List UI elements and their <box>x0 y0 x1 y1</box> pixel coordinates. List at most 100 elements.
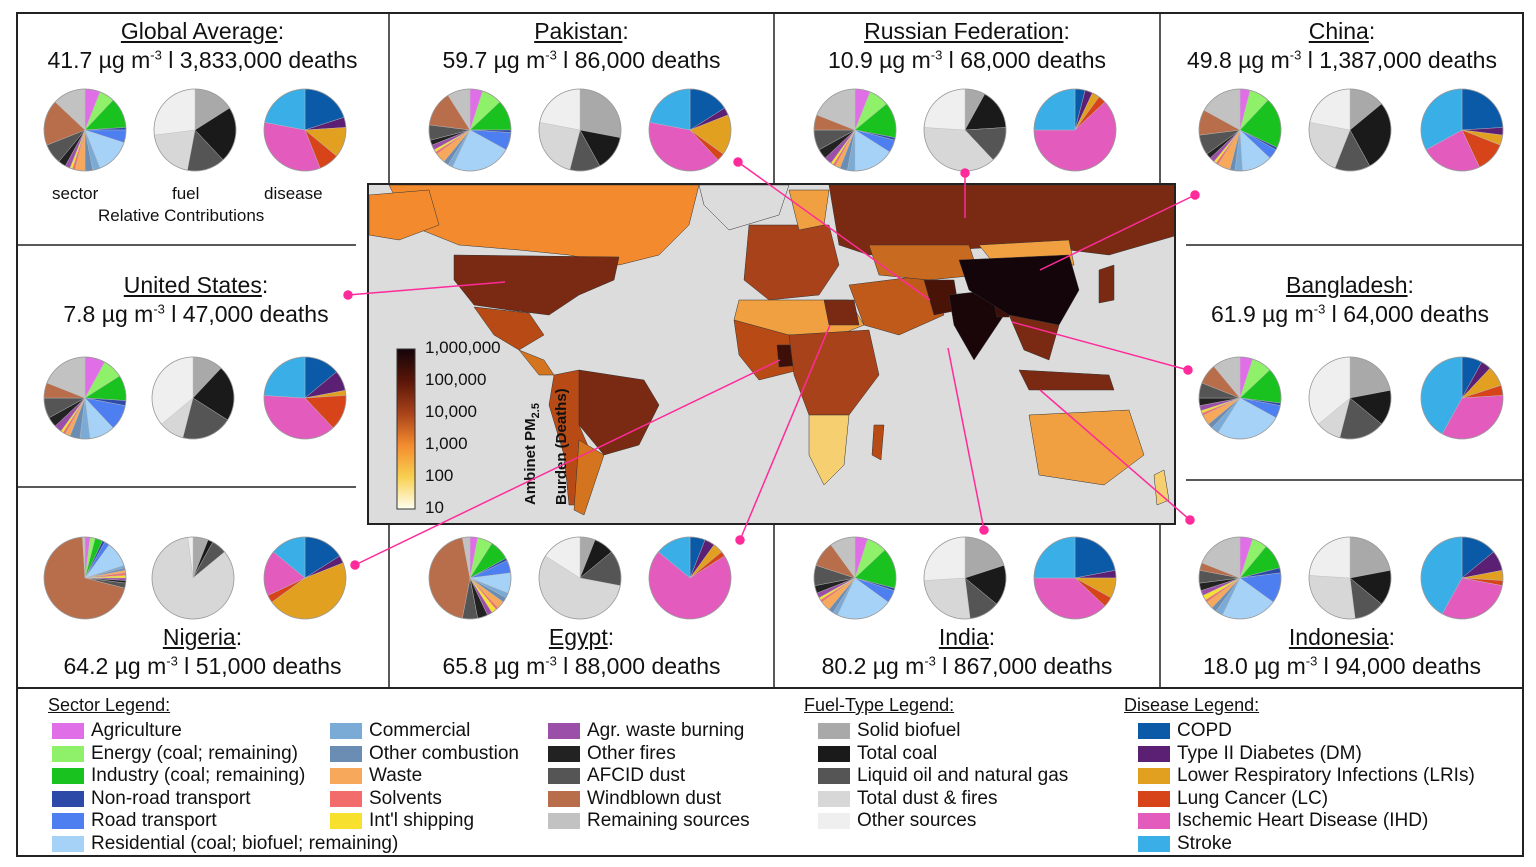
country-name: Bangladesh <box>1286 272 1408 298</box>
legend-label: Other combustion <box>369 743 519 764</box>
legend-swatch <box>52 791 84 807</box>
panel-russia: Russian Federation: 10.9 µg m-3 l 68,000… <box>774 18 1160 74</box>
panel-stats: 80.2 µg m-3 l 867,000 deaths <box>821 653 1113 679</box>
sector-legend-item: Energy (coal; remaining) <box>52 743 298 765</box>
legend-swatch <box>548 813 580 829</box>
region-mexico <box>473 306 545 351</box>
panel-stats: 59.7 µg m-3 l 86,000 deaths <box>442 47 721 73</box>
legend-label: Liquid oil and natural gas <box>857 765 1069 786</box>
region-alaska <box>369 189 440 241</box>
fuel-legend-item: Total dust & fires <box>818 788 997 810</box>
country-name: Egypt <box>548 624 608 650</box>
panel-stats: 65.8 µg m-3 l 88,000 deaths <box>442 653 721 679</box>
region-central-africa <box>788 329 880 416</box>
region-greenland <box>698 185 790 231</box>
sector-legend-item: Commercial <box>330 720 470 742</box>
legend-swatch <box>548 746 580 762</box>
disease-legend-title: Disease Legend: <box>1124 695 1260 715</box>
country-name: Nigeria <box>162 624 236 650</box>
colorbar-tick: 1,000 <box>425 434 468 453</box>
legend-swatch <box>330 791 362 807</box>
region-brazil <box>578 369 660 456</box>
legend-label: Windblown dust <box>587 788 722 809</box>
region-argentina <box>573 439 605 516</box>
panel-global: Global Average: 41.7 µg m-3 l 3,833,000 … <box>16 18 389 74</box>
legend-swatch <box>52 746 84 762</box>
panel-stats: 41.7 µg m-3 l 3,833,000 deaths <box>47 47 358 73</box>
legend-swatch <box>1138 768 1170 784</box>
disease-legend-item: COPD <box>1138 720 1232 742</box>
legend-swatch <box>818 746 850 762</box>
disease-legend-item: Lung Cancer (LC) <box>1138 788 1328 810</box>
legend-label: Stroke <box>1177 833 1232 854</box>
legend-label: Solvents <box>369 788 442 809</box>
region-indonesia <box>1018 369 1115 391</box>
colorbar-tick: 100,000 <box>425 370 487 389</box>
panel-nigeria: Nigeria: 64.2 µg m-3 l 51,000 deaths <box>16 624 389 680</box>
region-usa <box>453 254 620 316</box>
sector-legend-item: Non-road transport <box>52 788 250 810</box>
legend-label: Other fires <box>587 743 676 764</box>
legend-label: Road transport <box>91 810 217 831</box>
legend-swatch <box>52 836 84 852</box>
fuel-legend-item: Other sources <box>818 810 976 832</box>
legend-swatch <box>330 746 362 762</box>
sector-legend-item: Int'l shipping <box>330 810 474 832</box>
country-name: Indonesia <box>1288 624 1389 650</box>
legend-label: Type II Diabetes (DM) <box>1177 743 1362 764</box>
country-name: Pakistan <box>534 18 623 44</box>
region-south-africa <box>808 414 850 486</box>
panel-stats: 7.8 µg m-3 l 47,000 deaths <box>63 301 329 327</box>
panel-stats: 18.0 µg m-3 l 94,000 deaths <box>1202 653 1481 679</box>
panel-indonesia: Indonesia: 18.0 µg m-3 l 94,000 deaths <box>1160 624 1524 680</box>
legend-swatch <box>818 813 850 829</box>
legend-swatch <box>52 768 84 784</box>
disease-legend-item: Lower Respiratory Infections (LRIs) <box>1138 765 1475 787</box>
legend-label: Ischemic Heart Disease (IHD) <box>1177 810 1429 831</box>
country-name: Russian Federation <box>864 18 1064 44</box>
panel-egypt: Egypt: 65.8 µg m-3 l 88,000 deaths <box>389 624 774 680</box>
sector-legend-item: Remaining sources <box>548 810 750 832</box>
legend-label: Industry (coal; remaining) <box>91 765 306 786</box>
panel-stats: 10.9 µg m-3 l 68,000 deaths <box>827 47 1106 73</box>
sector-legend-item: Waste <box>330 765 422 787</box>
fuel-legend-item: Total coal <box>818 743 937 765</box>
disease-legend-item: Stroke <box>1138 833 1232 855</box>
caption-disease: disease <box>264 184 323 203</box>
sector-legend-item: Windblown dust <box>548 788 721 810</box>
legend-swatch <box>818 791 850 807</box>
legend-swatch <box>330 768 362 784</box>
legend-label: Remaining sources <box>587 810 750 831</box>
colorbar-label: Ambinet PM2.5 Burden (Deaths) <box>522 388 570 505</box>
disease-legend-item: Ischemic Heart Disease (IHD) <box>1138 810 1428 832</box>
colorbar-tick: 10 <box>425 498 444 517</box>
sector-legend-item: Other fires <box>548 743 676 765</box>
panel-china: China: 49.8 µg m-3 l 1,387,000 deaths <box>1160 18 1524 74</box>
legend-swatch <box>1138 791 1170 807</box>
legend-label: Waste <box>369 765 423 786</box>
sector-legend-item: Industry (coal; remaining) <box>52 765 305 787</box>
legend-swatch <box>1138 723 1170 739</box>
sector-legend-item: Other combustion <box>330 743 519 765</box>
region-europe <box>743 224 840 301</box>
sector-legend-item: Solvents <box>330 788 442 810</box>
region-new-zealand <box>1153 469 1170 506</box>
legend-swatch <box>1138 746 1170 762</box>
region-egypt <box>823 299 860 326</box>
figure-frame <box>16 12 1524 857</box>
legend-label: Other sources <box>857 810 977 831</box>
panel-stats: 64.2 µg m-3 l 51,000 deaths <box>63 653 342 679</box>
panel-pakistan: Pakistan: 59.7 µg m-3 l 86,000 deaths <box>389 18 774 74</box>
legend-label: Total coal <box>857 743 938 764</box>
legend-label: Agriculture <box>91 720 182 741</box>
region-australia <box>1028 409 1145 486</box>
caption-sector: sector <box>52 184 99 203</box>
legend-label: AFCID dust <box>587 765 686 786</box>
country-name: China <box>1308 18 1369 44</box>
caption-fuel: fuel <box>172 184 200 203</box>
legend-label: Agr. waste burning <box>587 720 745 741</box>
legend-swatch <box>548 768 580 784</box>
region-scandinavia <box>788 189 830 231</box>
colorbar-tick: 10,000 <box>425 402 477 421</box>
caption-relative: Relative Contributions <box>98 206 265 225</box>
